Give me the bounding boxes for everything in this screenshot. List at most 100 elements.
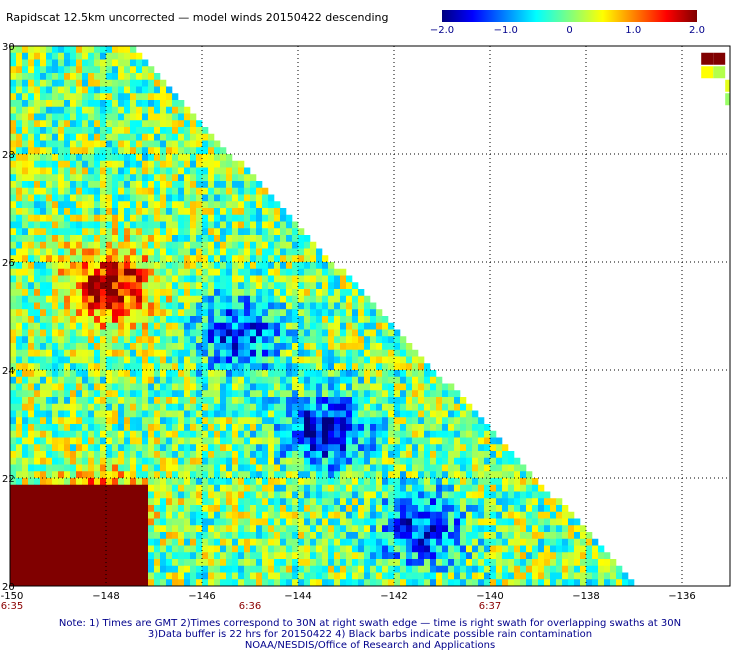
heatmap-cell bbox=[586, 532, 593, 540]
heatmap-cell bbox=[262, 417, 269, 425]
heatmap-cell bbox=[22, 268, 29, 276]
heatmap-cell bbox=[190, 167, 197, 175]
heatmap-cell bbox=[226, 511, 233, 519]
heatmap-cell bbox=[160, 532, 167, 540]
heatmap-cell bbox=[250, 525, 257, 533]
heatmap-cell bbox=[256, 201, 263, 209]
heatmap-cell bbox=[148, 417, 155, 425]
heatmap-cell bbox=[22, 552, 29, 560]
heatmap-cell bbox=[58, 100, 65, 108]
heatmap-cell bbox=[298, 518, 305, 526]
heatmap-cell bbox=[286, 383, 293, 391]
heatmap-cell bbox=[148, 518, 155, 526]
heatmap-cell bbox=[382, 457, 389, 465]
heatmap-cell bbox=[40, 457, 47, 465]
heatmap-cell bbox=[46, 383, 53, 391]
heatmap-cell bbox=[262, 376, 269, 384]
heatmap-cell bbox=[130, 187, 137, 195]
heatmap-cell bbox=[196, 316, 203, 324]
heatmap-cell bbox=[352, 478, 359, 486]
heatmap-cell bbox=[250, 255, 257, 263]
heatmap-cell bbox=[100, 363, 107, 371]
heatmap-cell bbox=[268, 302, 275, 310]
heatmap-cell bbox=[280, 525, 287, 533]
heatmap-cell bbox=[94, 316, 101, 324]
heatmap-cell bbox=[22, 572, 29, 580]
heatmap-cell bbox=[190, 505, 197, 513]
heatmap-cell bbox=[418, 444, 425, 452]
heatmap-cell bbox=[304, 336, 311, 344]
heatmap-cell bbox=[268, 343, 275, 351]
heatmap-cell bbox=[40, 208, 47, 216]
heatmap-cell bbox=[262, 457, 269, 465]
heatmap-cell bbox=[160, 471, 167, 479]
heatmap-cell bbox=[172, 545, 179, 553]
heatmap-cell bbox=[166, 154, 173, 162]
heatmap-cell bbox=[136, 383, 143, 391]
heatmap-cell bbox=[154, 545, 161, 553]
heatmap-cell bbox=[112, 295, 119, 303]
heatmap-cell bbox=[352, 349, 359, 357]
heatmap-cell bbox=[76, 525, 83, 533]
heatmap-cell bbox=[160, 559, 167, 567]
heatmap-cell bbox=[568, 552, 575, 560]
heatmap-cell bbox=[310, 424, 317, 432]
heatmap-cell bbox=[238, 268, 245, 276]
heatmap-cell bbox=[208, 390, 215, 398]
heatmap-cell bbox=[64, 437, 71, 445]
heatmap-cell bbox=[262, 316, 269, 324]
heatmap-cell bbox=[112, 275, 119, 283]
heatmap-cell bbox=[16, 518, 23, 526]
heatmap-cell bbox=[238, 329, 245, 337]
heatmap-cell bbox=[346, 579, 353, 586]
heatmap-cell bbox=[328, 559, 335, 567]
heatmap-cell bbox=[322, 397, 329, 405]
heatmap-cell bbox=[148, 160, 155, 168]
heatmap-cell bbox=[58, 235, 65, 243]
heatmap-cell bbox=[52, 167, 59, 175]
heatmap-cell bbox=[196, 484, 203, 492]
heatmap-cell bbox=[286, 397, 293, 405]
heatmap-cell bbox=[34, 201, 41, 209]
heatmap-cell bbox=[166, 174, 173, 182]
heatmap-cell bbox=[16, 167, 23, 175]
heatmap-cell bbox=[142, 390, 149, 398]
heatmap-cell bbox=[292, 309, 299, 317]
heatmap-cell bbox=[28, 113, 35, 121]
heatmap-cell bbox=[34, 484, 41, 492]
heatmap-cell bbox=[118, 93, 125, 101]
heatmap-cell bbox=[358, 316, 365, 324]
heatmap-cell bbox=[82, 268, 89, 276]
heatmap-cell bbox=[202, 221, 209, 229]
heatmap-cell bbox=[466, 410, 473, 418]
heatmap-cell bbox=[256, 336, 263, 344]
heatmap-cell bbox=[196, 194, 203, 202]
heatmap-cell bbox=[262, 343, 269, 351]
heatmap-cell bbox=[40, 66, 47, 74]
heatmap-cell bbox=[52, 201, 59, 209]
heatmap-cell bbox=[136, 430, 143, 438]
heatmap-cell bbox=[412, 430, 419, 438]
heatmap-cell bbox=[82, 370, 89, 378]
heatmap-cell bbox=[238, 214, 245, 222]
heatmap-cell bbox=[322, 417, 329, 425]
heatmap-cell bbox=[610, 565, 617, 573]
heatmap-cell bbox=[418, 383, 425, 391]
heatmap-cell bbox=[34, 322, 41, 330]
heatmap-cell bbox=[340, 349, 347, 357]
heatmap-cell bbox=[196, 518, 203, 526]
heatmap-cell bbox=[142, 140, 149, 148]
heatmap-cell bbox=[400, 505, 407, 513]
heatmap-cell bbox=[316, 329, 323, 337]
heatmap-cell bbox=[106, 518, 113, 526]
heatmap-cell bbox=[178, 181, 185, 189]
heatmap-cell bbox=[496, 505, 503, 513]
heatmap-cell bbox=[256, 464, 263, 472]
heatmap-cell bbox=[112, 289, 119, 297]
heatmap-cell bbox=[532, 525, 539, 533]
heatmap-cell bbox=[388, 498, 395, 506]
heatmap-cell bbox=[340, 275, 347, 283]
heatmap-cell bbox=[196, 289, 203, 297]
heatmap-cell bbox=[214, 187, 221, 195]
heatmap-cell bbox=[418, 417, 425, 425]
